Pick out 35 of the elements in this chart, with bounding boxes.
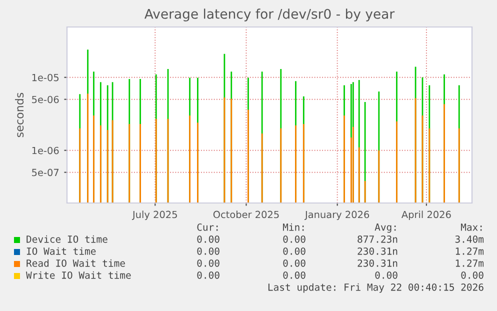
- x-tick-label: April 2026: [402, 210, 451, 220]
- chart-title: Average latency for /dev/sr0 - by year: [144, 8, 395, 22]
- y-tick-label: 5e-07: [32, 168, 59, 176]
- x-tick-label: October 2025: [213, 210, 279, 218]
- x-tick-label: July 2025: [132, 210, 177, 220]
- text: 1.27m: [456, 247, 484, 255]
- text: 0.00: [197, 271, 220, 279]
- x-tick-label: January 2026: [304, 210, 370, 220]
- legend-label: Read IO Wait time: [26, 259, 125, 267]
- text: 3.40m: [455, 235, 484, 243]
- y-axis-title: seconds: [15, 92, 24, 138]
- text: Max:: [460, 224, 482, 231]
- text: 0.00: [197, 247, 220, 255]
- text: 1.27m: [456, 259, 484, 267]
- y-tick-label: 1e-05: [32, 74, 59, 82]
- text: Last update: Fri May 22 00:40:15 2026: [268, 283, 484, 293]
- text: 0.00: [197, 235, 220, 243]
- text: 230.31n: [358, 259, 398, 267]
- text: 0.00: [283, 271, 306, 279]
- text: 0.00: [197, 259, 220, 267]
- y-tick-label: 1e-06: [32, 146, 59, 154]
- text: 230.31n: [358, 247, 398, 255]
- text: Min:: [282, 223, 304, 231]
- text: 0.00: [283, 247, 306, 255]
- text: 0.00: [283, 259, 306, 267]
- legend-label: Write IO Wait time: [26, 271, 131, 279]
- text: 0.00: [283, 235, 306, 243]
- text: 0.00: [375, 271, 398, 279]
- text: Avg:: [374, 224, 396, 233]
- y-tick-label: 5e-06: [32, 96, 59, 104]
- text: 0.00: [461, 271, 484, 279]
- text: 877.23n: [358, 235, 398, 243]
- text: Cur:: [197, 223, 218, 231]
- legend-label: IO Wait time: [26, 247, 96, 255]
- legend-label: Device IO time: [26, 235, 108, 243]
